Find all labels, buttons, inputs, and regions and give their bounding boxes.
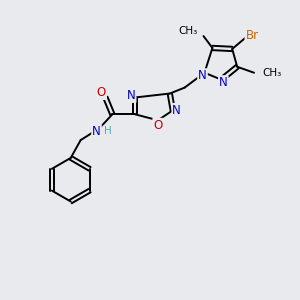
Text: Br: Br [245,28,259,42]
Text: O: O [97,86,106,99]
Text: N: N [219,76,228,89]
Text: H: H [103,126,111,136]
Text: N: N [172,104,181,117]
Text: O: O [153,119,163,132]
Text: N: N [92,125,101,138]
Text: CH₃: CH₃ [262,68,281,78]
Text: N: N [127,89,136,102]
Text: CH₃: CH₃ [178,26,198,36]
Text: N: N [198,69,207,82]
